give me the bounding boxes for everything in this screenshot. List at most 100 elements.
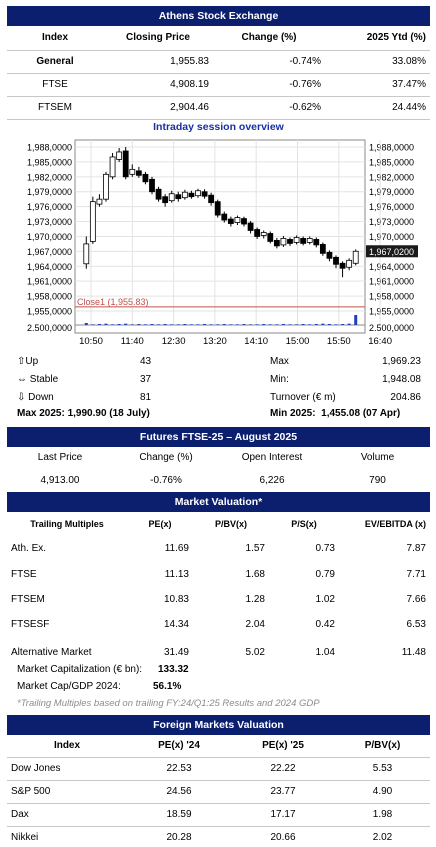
y-tick-label-right: 1,961,0000 (369, 277, 414, 287)
candle-up (103, 173, 109, 200)
market-name: FTSESF (11, 619, 50, 630)
pe24-value: 22.53 (127, 757, 231, 781)
volume-label-right: 2.500,0000 (369, 323, 414, 333)
candle-down (142, 173, 149, 183)
volume-bar (281, 324, 285, 325)
table-row: FTSE 4,908.19 -0.76% 37.47% (7, 73, 430, 97)
pe-value: 10.83 (163, 594, 189, 605)
volume-bar (275, 324, 279, 325)
volume-bar (301, 324, 305, 325)
index-name: Dow Jones (7, 757, 127, 781)
ps-value: 0.79 (315, 569, 335, 580)
candle-down (300, 238, 307, 244)
intraday-title[interactable]: Intraday session overview (153, 121, 284, 133)
min-2025: Min 2025: 1,455.08 (07 Apr) (270, 408, 401, 419)
pbv-value: 1.57 (245, 543, 265, 554)
y-tick-label-left: 1,958,0000 (27, 292, 72, 302)
market-name: Alternative Market (11, 646, 92, 658)
y-tick-label-right: 1,955,0000 (369, 307, 414, 317)
candle-up (260, 232, 267, 236)
pbv-value: 4.90 (335, 780, 430, 804)
x-tick-label: 12:30 (162, 336, 186, 347)
volume-bar (222, 324, 226, 325)
valuation-note: *Trailing Multiples based on trailing FY… (17, 698, 320, 709)
table-row: 4,913.00 -0.76% 6,226 790 (7, 468, 430, 492)
candle-up (129, 168, 136, 175)
candle-down (135, 170, 142, 176)
foreign-title: Foreign Markets Valuation (153, 719, 284, 731)
valuation-header-row: Trailing Multiples PE(x) P/BV(x) P/S(x) … (7, 513, 430, 535)
pbv-value: 2.02 (372, 831, 393, 843)
closing-price: 1,955.83 (103, 50, 213, 74)
candle-down (155, 188, 162, 200)
turnover-label: Turnover (€ m) (270, 392, 336, 403)
down-value: 81 (140, 392, 152, 403)
table-row: Alternative Market 31.49 5.02 1.04 11.48 (7, 637, 430, 667)
volume-bar (91, 324, 95, 325)
candle-down (241, 218, 247, 225)
table-row: General 1,955.83 -0.74% 33.08% (7, 50, 430, 74)
index-name: S&P 500 (7, 780, 127, 804)
y-tick-label-right: 1,979,0000 (369, 187, 414, 197)
volume-bar (170, 324, 174, 325)
max-2025: Max 2025: 1,990.90 (18 July) (17, 408, 150, 419)
volume-bar (334, 324, 338, 325)
pe24-value: 18.59 (127, 803, 231, 827)
pbv-value: 1.98 (335, 803, 430, 827)
volume-bar (117, 324, 121, 325)
y-tick-label-right: 1,988,0000 (369, 143, 414, 153)
volume-bar (268, 324, 272, 325)
up-label-wrap: ⇧Up (17, 356, 38, 367)
foreign-header-row: Index PE(x) '24 PE(x) '25 P/BV(x) (7, 735, 430, 758)
col-change: Change (%) (139, 452, 193, 463)
candle-up (293, 237, 300, 243)
candle-down (267, 233, 274, 242)
open-interest: 6,226 (259, 474, 285, 486)
ps-value: 1.02 (315, 594, 335, 605)
candle-down (287, 239, 293, 244)
volume-bar (354, 315, 358, 325)
change-value: -0.76% (150, 474, 182, 486)
candle-down (201, 191, 208, 197)
volume-bar (216, 324, 220, 325)
candle-up (96, 198, 103, 205)
y-tick-label-left: 1,970,0000 (27, 232, 72, 242)
table-row: Nikkei 20.28 20.66 2.02 (7, 826, 430, 847)
athens-title: Athens Stock Exchange (158, 10, 279, 22)
foreign-title-bar: Foreign Markets Valuation (7, 715, 430, 735)
index-name: Dax (7, 803, 127, 827)
down-arrow-icon: ⇩ (17, 392, 29, 403)
candle-down (188, 192, 195, 198)
candle-up (181, 191, 188, 199)
volume-bar (295, 324, 299, 325)
closing-price: 4,908.19 (103, 73, 213, 97)
candle-up (346, 259, 353, 268)
candle-down (326, 251, 333, 259)
turnover-value: 204.86 (390, 392, 421, 403)
min-label: Min: (270, 374, 289, 385)
ytd-value: 37.47% (325, 73, 430, 97)
index-name: Nikkei (11, 831, 39, 843)
athens-title-bar: Athens Stock Exchange (7, 6, 430, 26)
y-tick-label-right: 1,982,0000 (369, 172, 414, 182)
y-tick-label-right: 1,973,0000 (369, 217, 414, 227)
ytd-value: 24.44% (325, 96, 430, 120)
market-cap-label: Market Capitalization (€ bn): (17, 664, 143, 675)
last-price: 4,913.00 (40, 474, 80, 486)
table-row: Dax 18.59 17.17 1.98 (7, 803, 430, 827)
x-tick-label: 10:50 (79, 336, 103, 347)
y-tick-label-left: 1,964,0000 (27, 262, 72, 272)
ev-ebitda-value: 7.66 (406, 594, 426, 605)
candle-down (214, 201, 221, 216)
pe25-value: 22.22 (231, 757, 335, 781)
stable-arrow-icon: ⇔ (17, 374, 30, 385)
candle-down (227, 218, 234, 224)
col-index: Index (7, 735, 127, 758)
closing-price: 2,904.46 (103, 96, 213, 120)
table-row: S&P 500 24.56 23.77 4.90 (7, 780, 430, 804)
futures-table: Last Price Change (%) Open Interest Volu… (7, 447, 430, 492)
candle-down (313, 239, 320, 246)
y-tick-label-left: 1,985,0000 (27, 157, 72, 167)
max-label: Max (270, 356, 289, 367)
index-name: FTSE (7, 73, 103, 97)
